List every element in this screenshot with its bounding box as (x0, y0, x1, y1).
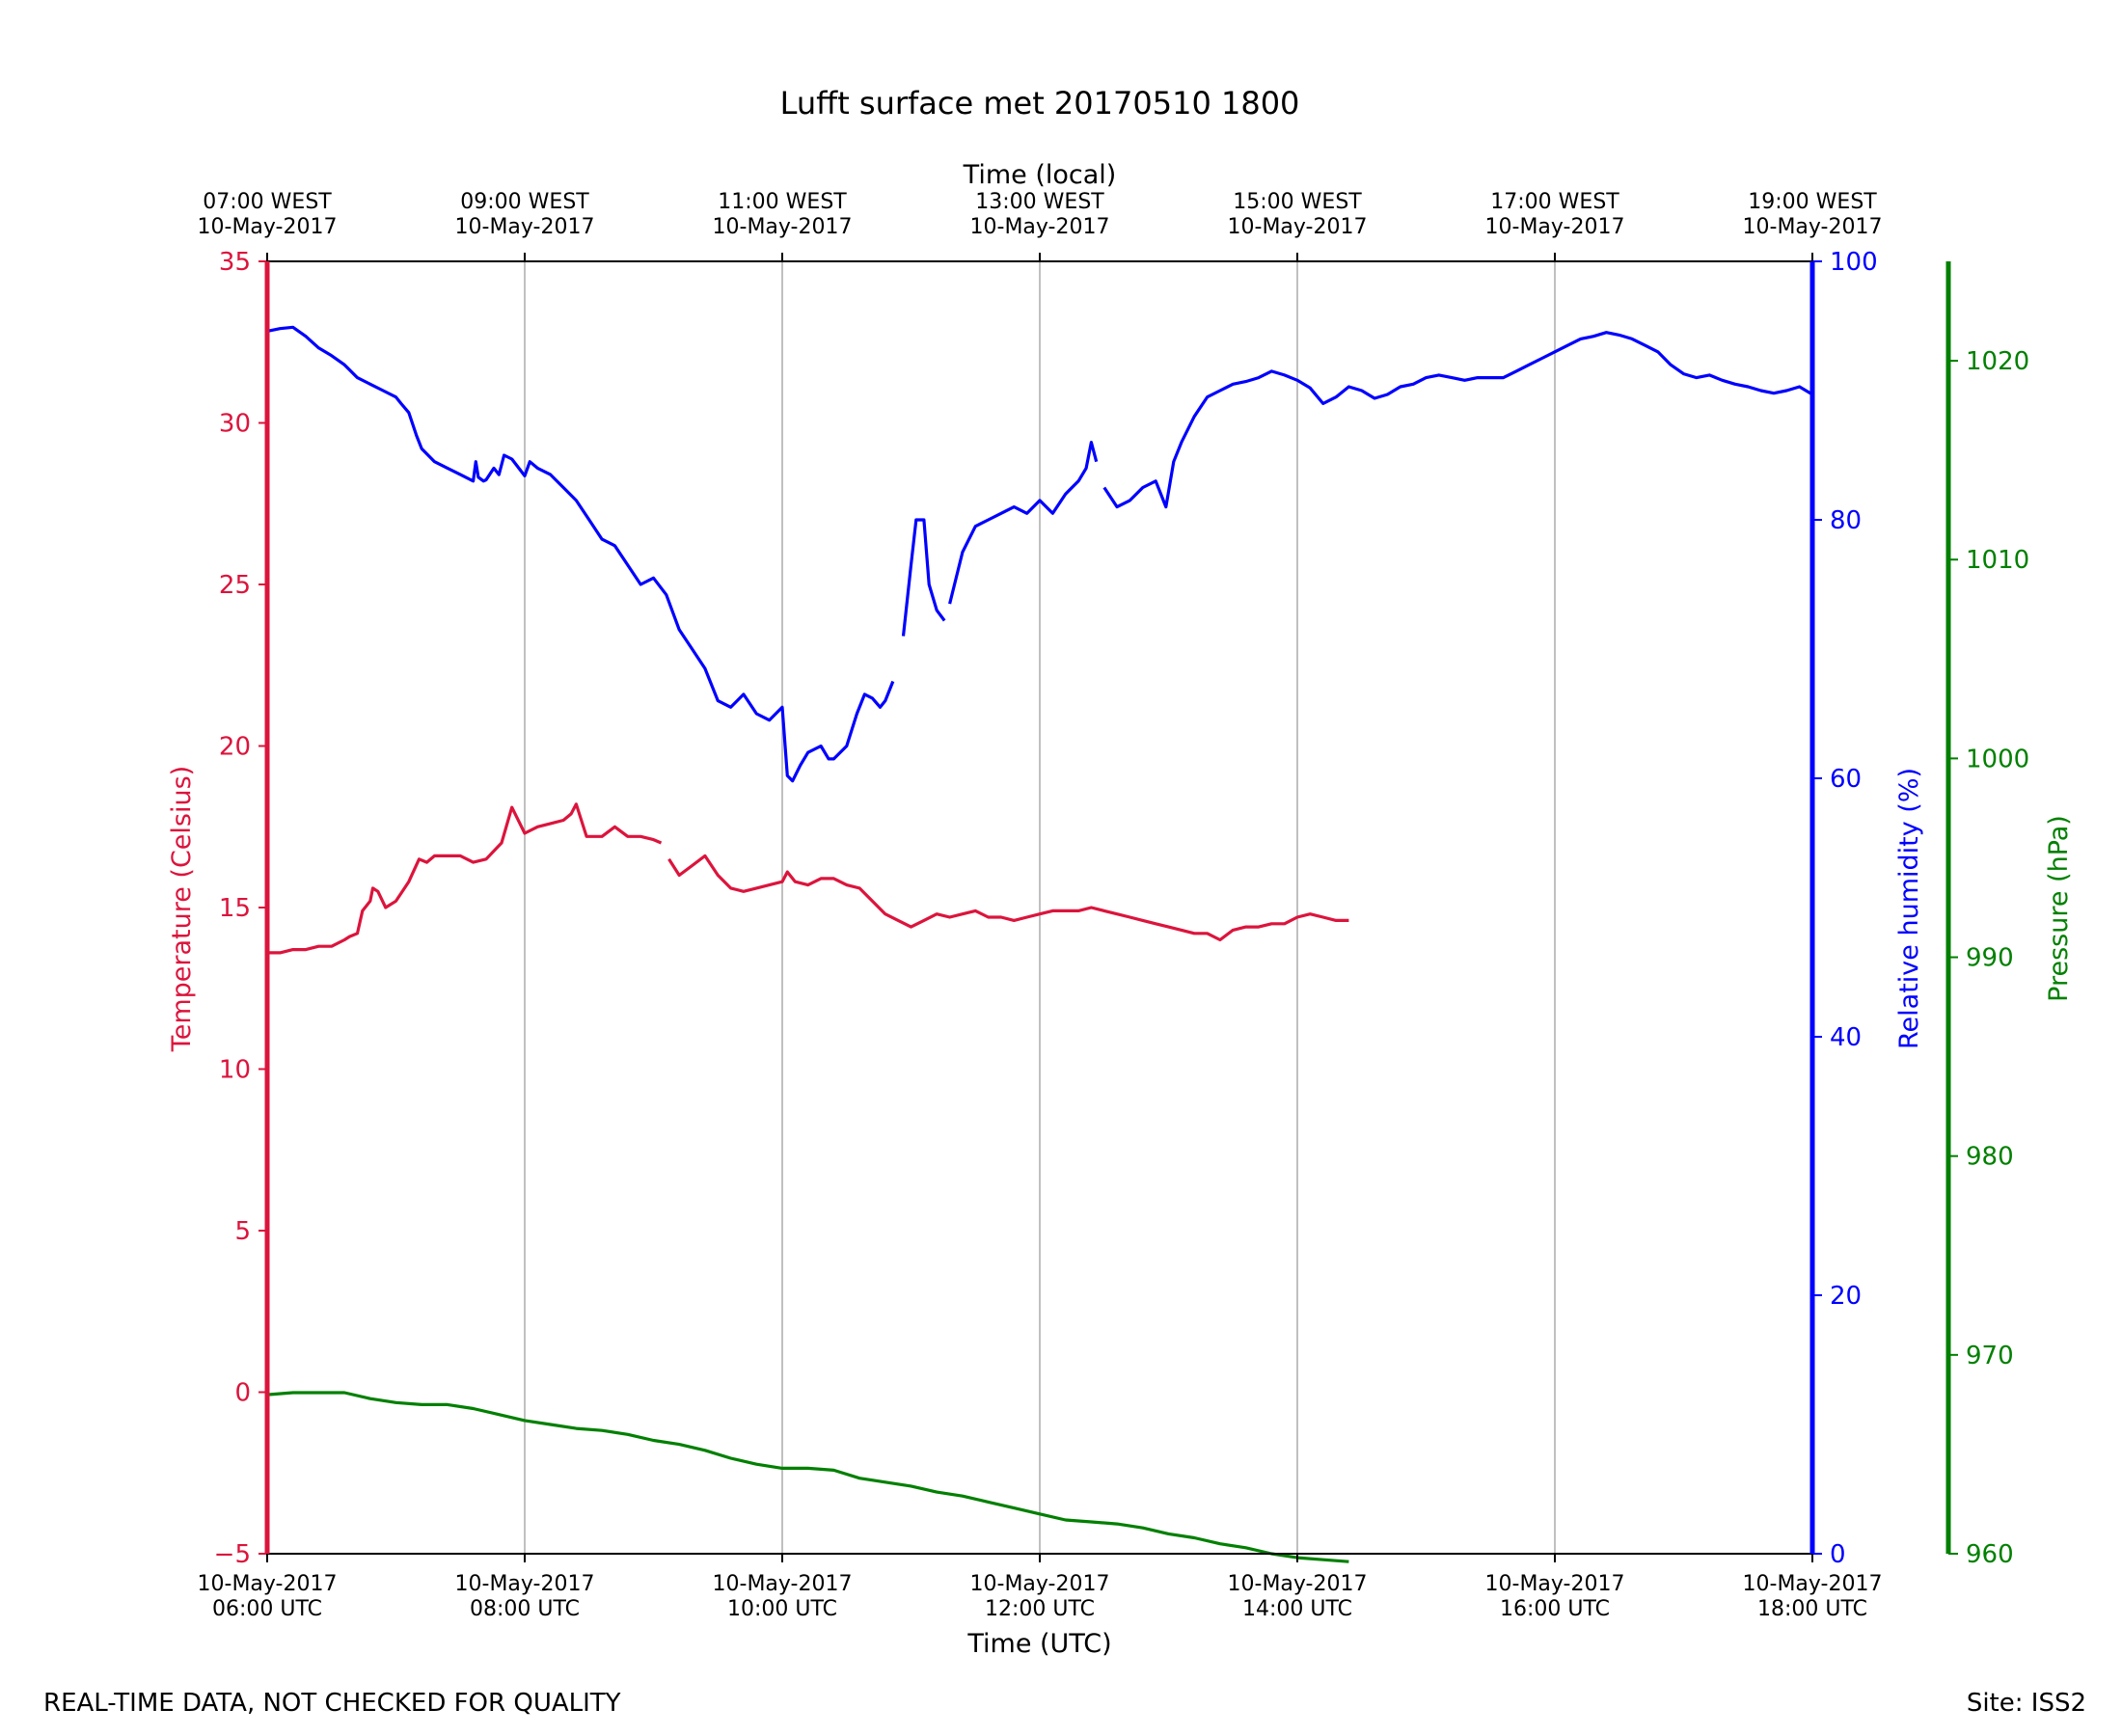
temperature-tick-label: 20 (219, 733, 251, 762)
x-tick-label-top-time: 13:00 WEST (975, 190, 1104, 214)
temperature-tick-label: 0 (234, 1379, 251, 1408)
x-tick-label-bottom-date: 10-May-2017 (1228, 1572, 1368, 1596)
pressure-tick-label: 980 (1966, 1143, 2014, 1172)
plot-area (266, 325, 1813, 1563)
x-tick-label-bottom-date: 10-May-2017 (1743, 1572, 1883, 1596)
site-label: Site: ISS2 (1967, 1689, 2086, 1718)
temperature-tick-label: −5 (214, 1540, 251, 1569)
humidity-axis-label: Relative humidity (%) (1894, 768, 1924, 1049)
x-tick-label-bottom-date: 10-May-2017 (1485, 1572, 1625, 1596)
humidity-tick-label: 80 (1830, 506, 1862, 535)
humidity-tick-label: 100 (1830, 248, 1878, 277)
x-tick-label-top-time: 11:00 WEST (718, 190, 847, 214)
humidity-line (901, 518, 946, 637)
x-tick-label-top-time: 09:00 WEST (460, 190, 589, 214)
pressure-axis-label: Pressure (hPa) (2044, 815, 2074, 1002)
x-tick-label-bottom-date: 10-May-2017 (970, 1572, 1110, 1596)
temperature-tick-label: 30 (219, 410, 251, 439)
humidity-line (266, 325, 895, 783)
temperature-tick-label: 10 (219, 1056, 251, 1085)
humidity-line (948, 441, 1099, 605)
pressure-tick-label: 1020 (1966, 347, 2029, 376)
x-tick-label-top-date: 10-May-2017 (970, 215, 1110, 239)
temperature-line (267, 802, 663, 955)
x-tick-label-bottom-time: 08:00 UTC (470, 1597, 580, 1621)
quality-disclaimer: REAL-TIME DATA, NOT CHECKED FOR QUALITY (43, 1689, 621, 1718)
temperature-tick-label: 5 (234, 1217, 251, 1246)
grid-lines (524, 261, 1556, 1554)
pressure-tick-label: 970 (1966, 1342, 2014, 1370)
humidity-tick-label: 40 (1830, 1023, 1862, 1052)
x-tick-label-bottom-time: 12:00 UTC (985, 1597, 1095, 1621)
x-tick-label-bottom-date: 10-May-2017 (713, 1572, 853, 1596)
x-tick-label-bottom-time: 06:00 UTC (212, 1597, 322, 1621)
x-tick-label-bottom-date: 10-May-2017 (198, 1572, 338, 1596)
pressure-tick-label: 990 (1966, 944, 2014, 973)
pressure-tick-label: 960 (1966, 1540, 2014, 1569)
top-axis-label: Time (local) (963, 160, 1117, 190)
x-tick-label-top-date: 10-May-2017 (198, 215, 338, 239)
chart-title: Lufft surface met 20170510 1800 (780, 85, 1300, 122)
x-tick-label-bottom-date: 10-May-2017 (455, 1572, 595, 1596)
x-tick-label-top-time: 15:00 WEST (1233, 190, 1362, 214)
x-tick-label-top-time: 19:00 WEST (1748, 190, 1877, 214)
humidity-line (1102, 331, 1813, 509)
axes: −5 0 5 10 15 20 25 30 35 0 20 40 60 80 100 960 970 980 990… (198, 190, 2030, 1621)
x-tick-label-bottom-time: 14:00 UTC (1242, 1597, 1352, 1621)
x-tick-label-top-date: 10-May-2017 (713, 215, 853, 239)
x-tick-label-bottom-time: 16:00 UTC (1500, 1597, 1610, 1621)
bottom-axis-label: Time (UTC) (966, 1629, 1111, 1659)
x-tick-label-top-time: 07:00 WEST (203, 190, 332, 214)
x-tick-label-top-date: 10-May-2017 (1228, 215, 1368, 239)
x-tick-label-top-time: 17:00 WEST (1490, 190, 1619, 214)
temperature-tick-label: 35 (219, 248, 251, 277)
temperature-axis-label: Temperature (Celsius) (167, 766, 197, 1052)
humidity-tick-label: 0 (1830, 1540, 1846, 1569)
x-tick-label-bottom-time: 10:00 UTC (727, 1597, 837, 1621)
temperature-tick-label: 15 (219, 894, 251, 923)
temperature-tick-label: 25 (219, 571, 251, 600)
x-tick-label-bottom-time: 18:00 UTC (1757, 1597, 1867, 1621)
humidity-tick-label: 60 (1830, 765, 1862, 794)
x-tick-label-top-date: 10-May-2017 (1743, 215, 1883, 239)
pressure-tick-label: 1000 (1966, 745, 2029, 773)
pressure-tick-label: 1010 (1966, 546, 2029, 575)
x-tick-label-top-date: 10-May-2017 (455, 215, 595, 239)
humidity-tick-label: 20 (1830, 1282, 1862, 1311)
pressure-line (266, 1391, 1349, 1563)
temperature-line (667, 854, 1349, 942)
x-tick-label-top-date: 10-May-2017 (1485, 215, 1625, 239)
